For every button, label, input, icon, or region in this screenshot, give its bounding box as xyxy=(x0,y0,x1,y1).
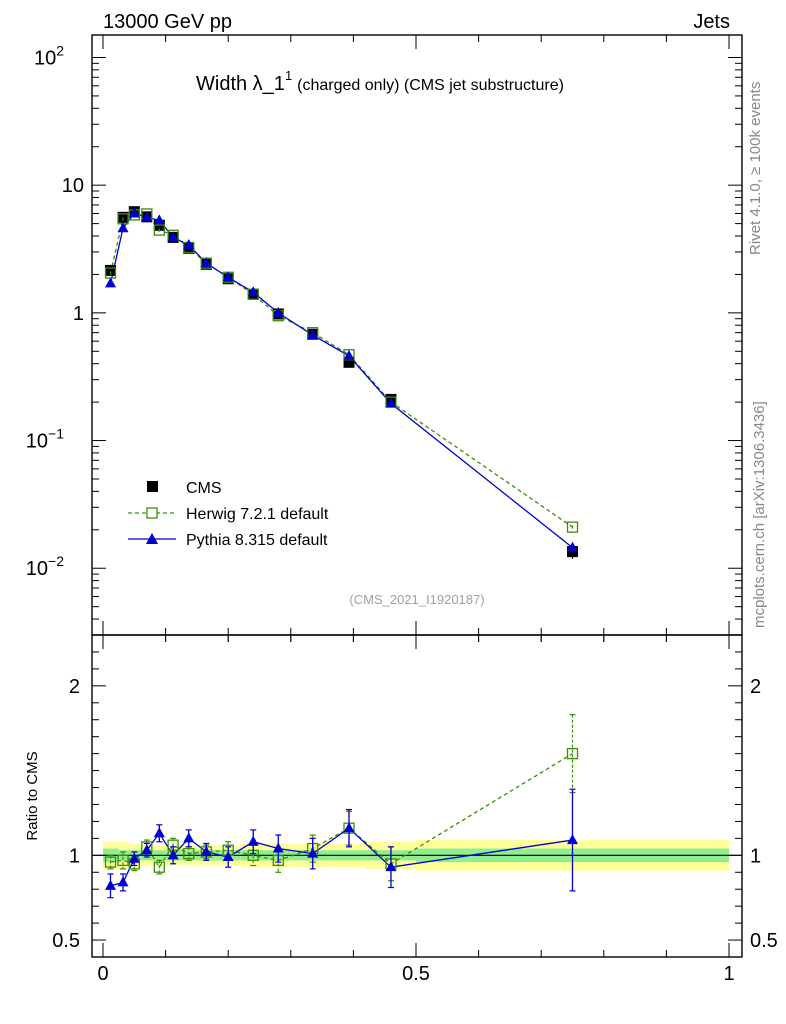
pythia-ratio-point xyxy=(222,851,234,862)
pythia-ratio-point xyxy=(307,847,319,858)
y-tick-label-base: 10 xyxy=(26,431,48,453)
mcplots-label: mcplots.cern.ch [arXiv:1306.3436] xyxy=(751,401,768,628)
chart-title-main: Width λ_11 (charged only) (CMS jet substr… xyxy=(196,68,564,95)
cms-data-point xyxy=(105,264,117,276)
legend-label-pythia: Pythia 8.315 default xyxy=(186,532,328,549)
pythia-point xyxy=(105,277,117,288)
pythia-ratio-point xyxy=(200,845,212,856)
pythia-ratio-point xyxy=(272,842,284,853)
title-subtitle: (charged only) (CMS jet substructure) xyxy=(297,77,564,94)
herwig-ratio-point xyxy=(566,747,579,760)
x-tick-label: 0 xyxy=(97,963,108,985)
pythia-ratio-point xyxy=(153,827,165,838)
pythia-ratio-point xyxy=(343,822,355,833)
pythia-ratio-point xyxy=(247,835,259,846)
herwig-point xyxy=(566,521,579,533)
pythia-point xyxy=(117,222,129,233)
x-tick-label: 1 xyxy=(723,963,734,985)
pythia-line xyxy=(109,212,573,549)
y-tick-label: 10−2 xyxy=(26,553,64,580)
pythia-point xyxy=(200,257,212,268)
y-tick-label-base: 10 xyxy=(62,175,84,197)
ratio-series-group xyxy=(104,714,579,899)
legend-marker-herwig xyxy=(146,507,158,519)
pythia-ratio-point xyxy=(167,849,179,860)
y-tick-label-exp: −2 xyxy=(48,553,64,569)
pythia-point xyxy=(128,207,140,218)
herwig-ratio-point xyxy=(117,854,129,867)
pythia-point xyxy=(385,397,397,408)
y-tick-label-exp: −1 xyxy=(48,426,64,442)
title-superscript: 1 xyxy=(285,68,292,83)
pythia-ratio-point xyxy=(141,844,153,855)
energy-label: 13000 GeV pp xyxy=(103,11,232,33)
legend-label-cms: CMS xyxy=(186,480,222,497)
ratio-y-axis-label: Ratio to CMS xyxy=(24,751,41,840)
pythia-point xyxy=(222,271,234,282)
pythia-point xyxy=(183,238,195,249)
title-main: Width λ_1 xyxy=(196,73,285,95)
pythia-point xyxy=(307,329,319,340)
legend: CMS Herwig 7.2.1 default Pythia 8.315 de… xyxy=(128,480,329,549)
pythia-ratio-point xyxy=(105,879,117,890)
herwig-ratio-point xyxy=(153,861,165,873)
herwig-line xyxy=(109,213,573,528)
y-tick-label: 1 xyxy=(73,303,84,325)
ratio-y-tick-label-right: 1 xyxy=(750,845,761,867)
y-tick-label-base: 1 xyxy=(73,303,84,325)
pythia-point xyxy=(272,306,284,317)
pythia-point xyxy=(141,211,153,222)
pythia-ratio-point xyxy=(183,832,195,843)
pythia-ratio-point xyxy=(385,861,397,872)
y-tick-label: 102 xyxy=(34,42,64,69)
pythia-point xyxy=(567,541,578,552)
ratio-y-tick-label-left: 0.5 xyxy=(52,930,80,952)
legend-marker-cms xyxy=(147,481,158,492)
pythia-point xyxy=(343,349,355,360)
herwig-ratio-point xyxy=(104,856,117,868)
ratio-y-tick-label-left: 2 xyxy=(69,676,80,698)
pythia-ratio-point xyxy=(567,834,578,845)
y-tick-label-base: 10 xyxy=(34,47,56,69)
y-tick-label: 10 xyxy=(62,175,84,197)
herwig-ratio-point xyxy=(183,847,195,860)
pythia-point xyxy=(167,231,179,242)
ratio-plot-frame xyxy=(91,634,743,958)
ratio-y-tick-label-right: 2 xyxy=(750,676,761,698)
y-tick-label: 10−1 xyxy=(26,426,64,453)
y-tick-label-exp: 2 xyxy=(56,42,64,58)
legend-marker-pythia xyxy=(146,533,158,544)
category-label: Jets xyxy=(693,11,730,33)
pythia-point xyxy=(153,214,165,225)
pythia-ratio-point xyxy=(128,852,140,863)
rivet-version-label: Rivet 4.1.0, ≥ 100k events xyxy=(747,82,764,255)
main-series-group xyxy=(104,206,579,559)
ratio-y-tick-label-right: 0.5 xyxy=(750,930,778,952)
x-tick-label: 0.5 xyxy=(402,963,430,985)
herwig-point xyxy=(153,224,165,236)
uncertainty-bands xyxy=(92,840,742,871)
pythia-point xyxy=(247,286,259,297)
pythia-ratio-point xyxy=(117,876,129,887)
y-tick-label-base: 10 xyxy=(26,558,48,580)
analysis-id-label: (CMS_2021_I1920187) xyxy=(349,592,484,607)
cms-data-point xyxy=(343,356,355,368)
ratio-y-tick-label-left: 1 xyxy=(69,845,80,867)
legend-label-herwig: Herwig 7.2.1 default xyxy=(186,506,329,523)
